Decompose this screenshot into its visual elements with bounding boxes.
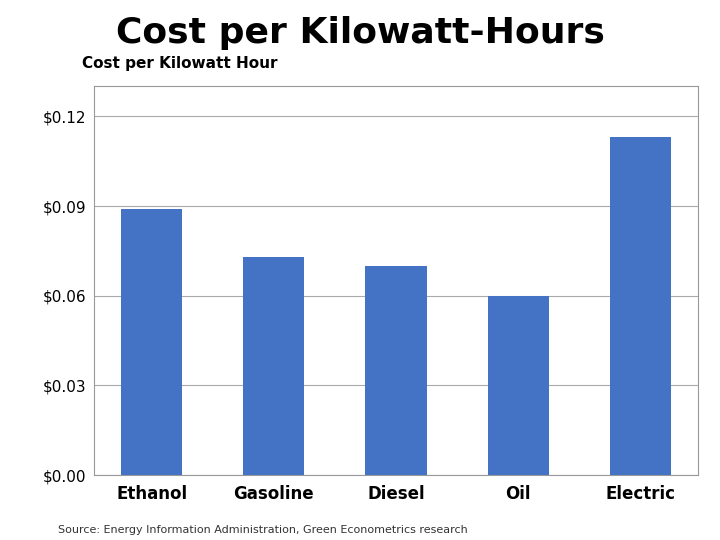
Bar	[243, 257, 305, 475]
Text: Cost per Kilowatt Hour: Cost per Kilowatt Hour	[81, 56, 277, 71]
Bar	[121, 209, 182, 475]
Bar	[610, 137, 671, 475]
Bar	[366, 266, 426, 475]
Text: Cost per Kilowatt-Hours: Cost per Kilowatt-Hours	[116, 16, 604, 50]
Bar	[487, 296, 549, 475]
Text: Source: Energy Information Administration, Green Econometrics research: Source: Energy Information Administratio…	[58, 524, 467, 535]
